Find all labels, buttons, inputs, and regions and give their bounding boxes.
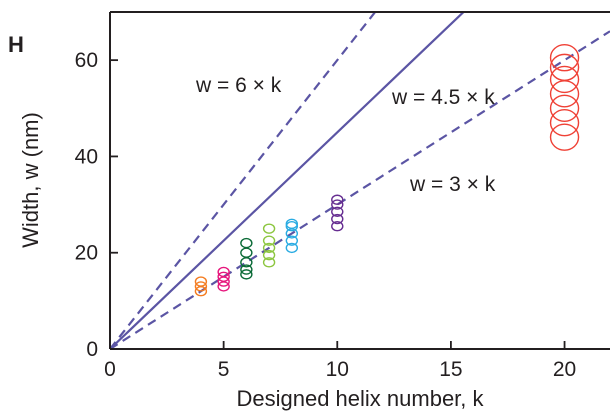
data-point-6-2 [549, 94, 580, 122]
annotation-w-3k: w = 3 × k [409, 173, 496, 196]
x-tick-label-1: 5 [218, 358, 230, 381]
data-point-6-6 [549, 44, 580, 72]
reference-line-2 [110, 30, 610, 349]
data-point-2-0 [240, 269, 253, 280]
data-point-4-4 [285, 218, 299, 230]
axes [109, 11, 610, 350]
data-point-4-0 [285, 242, 299, 254]
data-point-6-1 [549, 109, 580, 137]
annotation-w-6k: w = 6 × k [195, 74, 282, 97]
data-point-2-1 [240, 264, 253, 275]
reference-lines [110, 12, 610, 349]
y-axis-title: Width, w (nm) [18, 112, 43, 248]
x-tick-label-4: 20 [553, 358, 576, 381]
data-point-0-1 [194, 281, 208, 292]
panel-label: H [8, 32, 24, 57]
x-tick-label-3: 15 [439, 358, 462, 381]
data-point-3-3 [262, 235, 276, 246]
data-point-6-0 [549, 123, 580, 151]
y-tick-label-3: 60 [75, 49, 98, 72]
x-tick-label-0: 0 [104, 358, 116, 381]
reference-line-0 [110, 12, 377, 349]
data-point-1-3 [217, 266, 230, 278]
x-axis-title: Designed helix number, k [236, 386, 484, 411]
data-points [194, 44, 580, 297]
annotation-w-4-5k: w = 4.5 × k [391, 86, 495, 109]
data-point-3-1 [262, 249, 276, 261]
data-point-0-2 [194, 276, 208, 287]
data-point-1-2 [217, 271, 230, 282]
y-tick-label-0: 0 [86, 338, 98, 361]
data-point-5-2 [331, 206, 344, 217]
data-point-5-3 [331, 199, 344, 210]
data-point-5-4 [331, 194, 344, 205]
data-point-6-5 [549, 53, 580, 82]
x-tick-label-2: 10 [326, 358, 349, 381]
y-tick-label-2: 40 [75, 145, 98, 168]
data-point-6-3 [549, 80, 580, 108]
data-point-2-4 [240, 237, 253, 249]
data-point-5-1 [331, 213, 344, 225]
data-point-6-4 [549, 65, 580, 94]
data-point-5-0 [331, 221, 344, 232]
y-ticks: 0 20 40 60 [75, 49, 118, 361]
x-ticks: 0 5 10 15 20 [104, 341, 576, 381]
data-point-3-4 [262, 223, 276, 234]
y-tick-label-1: 20 [75, 242, 98, 265]
data-point-2-3 [240, 247, 253, 258]
reference-line-1 [110, 12, 466, 349]
line-annotations: w = 6 × k w = 4.5 × k w = 3 × k [195, 74, 496, 196]
data-point-4-1 [285, 235, 299, 246]
data-point-3-2 [262, 242, 276, 254]
data-point-3-0 [262, 257, 276, 268]
